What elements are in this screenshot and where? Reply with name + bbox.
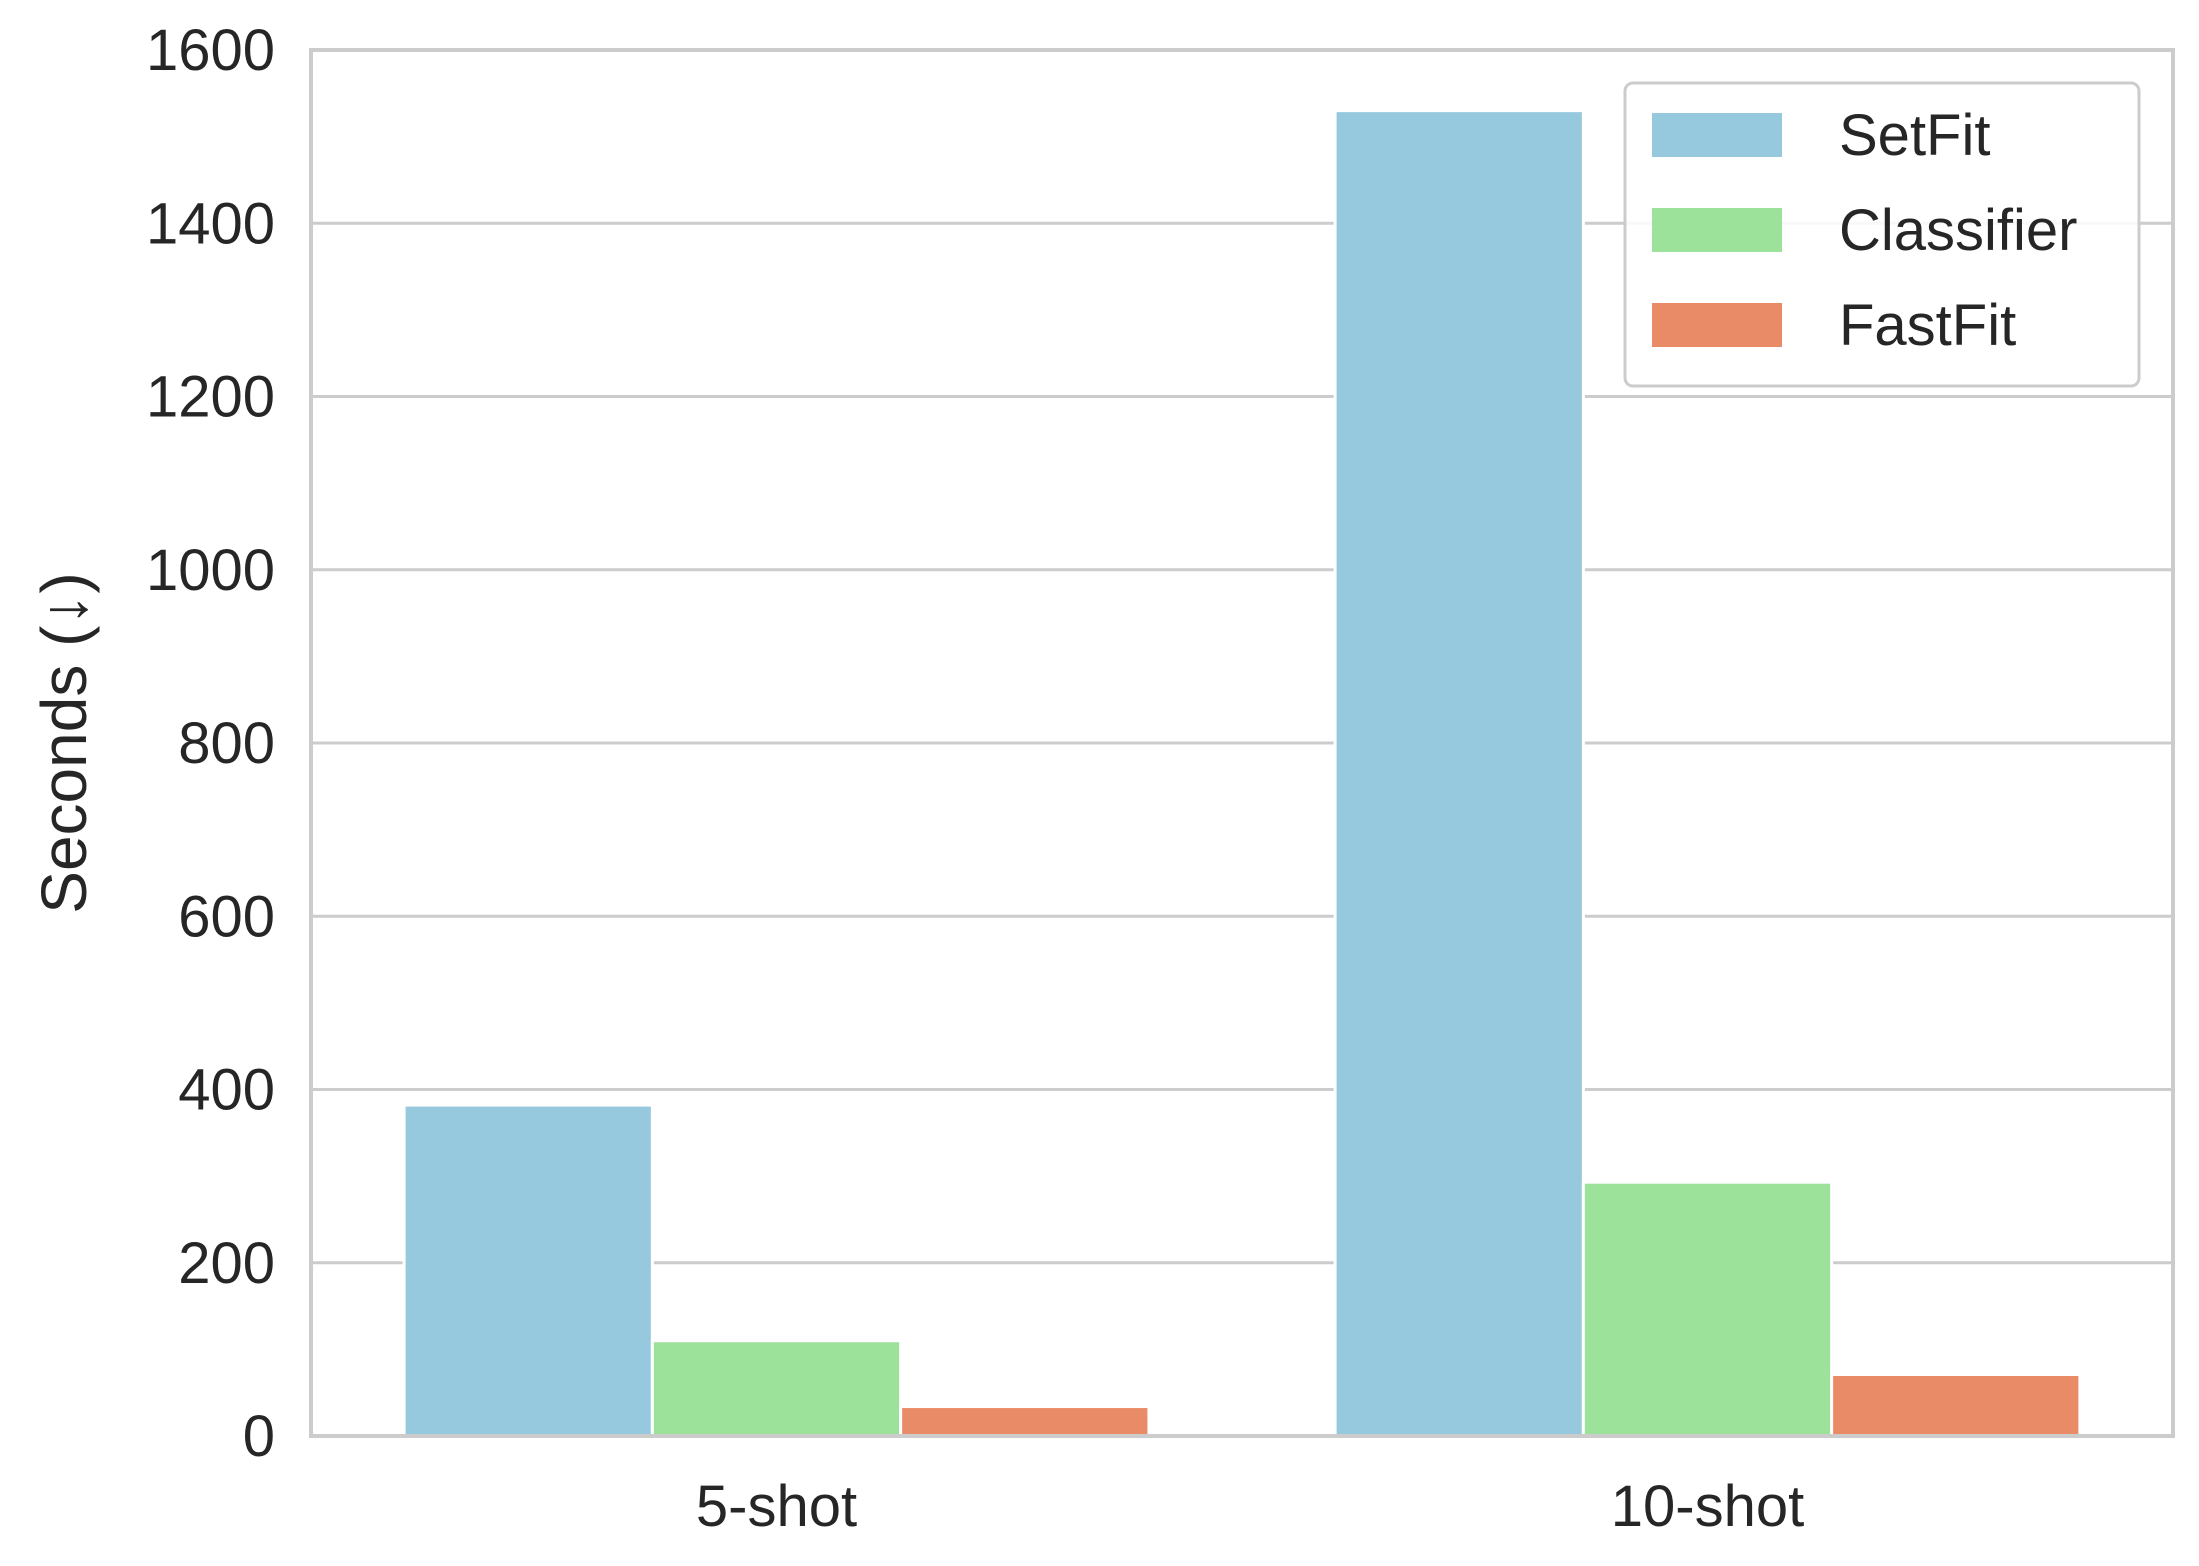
y-tick-label: 1400: [146, 191, 275, 256]
bar-setfit-10-shot: [1333, 109, 1585, 1438]
y-tick-label: 0: [243, 1404, 275, 1469]
y-axis-label: Seconds (↓): [28, 572, 100, 913]
y-tick-label: 800: [178, 711, 275, 776]
y-tick-label: 200: [178, 1231, 275, 1296]
y-tick-label: 600: [178, 884, 275, 949]
plot-frame: [309, 48, 2175, 1438]
x-tick-label: 5-shot: [696, 1474, 857, 1539]
bar-fastfit-10-shot: [1830, 1372, 2082, 1438]
bar-fastfit-5-shot: [899, 1405, 1151, 1438]
y-tick-label: 1000: [146, 538, 275, 603]
bar-classifier-5-shot: [650, 1339, 903, 1438]
bar-classifier-10-shot: [1581, 1180, 1834, 1438]
legend-label-classifier: Classifier: [1839, 198, 2078, 263]
legend-swatch-setfit: [1652, 113, 1782, 157]
y-tick-label: 1200: [146, 365, 275, 430]
legend: SetFit Classifier FastFit: [1623, 81, 2141, 388]
legend-swatch-fastfit: [1652, 303, 1782, 347]
legend-label-fastfit: FastFit: [1839, 293, 2016, 358]
legend-label-setfit: SetFit: [1839, 103, 1991, 168]
y-tick-label: 400: [178, 1058, 275, 1123]
legend-swatch-classifier: [1652, 208, 1782, 252]
x-tick-label: 10-shot: [1611, 1474, 1804, 1539]
bar-setfit-5-shot: [402, 1103, 654, 1438]
y-tick-label: 1600: [146, 18, 275, 83]
x-tick-labels: 5-shot 10-shot: [696, 1474, 1804, 1539]
y-tick-labels: 0 200 400 600 800 1000 1200 1400 1600: [146, 18, 275, 1469]
bars: [402, 109, 2082, 1438]
